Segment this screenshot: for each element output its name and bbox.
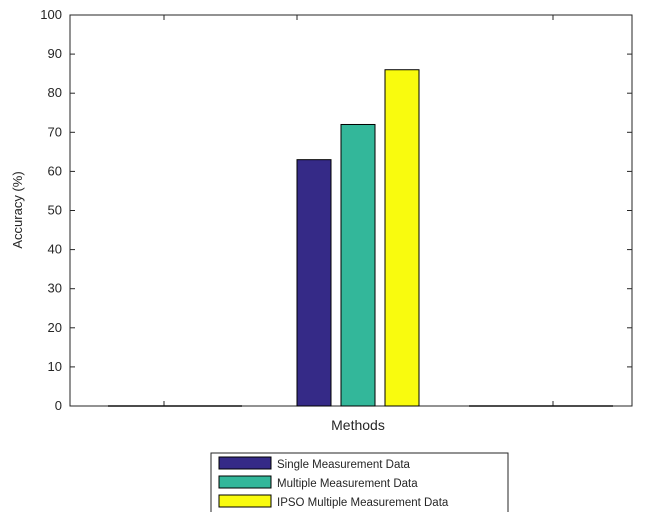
bar bbox=[384, 69, 420, 407]
legend-label: Multiple Measurement Data bbox=[277, 478, 418, 490]
legend-swatch bbox=[218, 494, 272, 508]
y-tick-label: 90 bbox=[48, 46, 62, 61]
y-tick-label: 70 bbox=[48, 124, 62, 139]
plot-area: 0 10 20 30 40 50 60 70 80 90 100 bbox=[40, 7, 633, 413]
y-tick-label: 20 bbox=[48, 320, 62, 335]
y-tick-label: 30 bbox=[48, 281, 62, 296]
y-tick-label: 100 bbox=[40, 7, 62, 22]
x-axis-label: Methods bbox=[331, 417, 385, 433]
y-tick-label: 10 bbox=[48, 359, 62, 374]
y-tick-label: 60 bbox=[48, 163, 62, 178]
legend-label: Single Measurement Data bbox=[277, 459, 411, 471]
y-tick-label: 50 bbox=[48, 203, 62, 218]
legend-swatch bbox=[218, 456, 272, 470]
legend-swatch bbox=[218, 475, 272, 489]
legend: Single Measurement Data Multiple Measurem… bbox=[210, 452, 509, 512]
y-tick-label: 40 bbox=[48, 242, 62, 257]
y-tick-label: 0 bbox=[55, 398, 62, 413]
y-axis-label: Accuracy (%) bbox=[10, 171, 25, 248]
legend-label: IPSO Multiple Measurement Data bbox=[277, 497, 449, 509]
bar bbox=[296, 159, 332, 407]
bar bbox=[340, 123, 376, 407]
y-tick-label: 80 bbox=[48, 85, 62, 100]
